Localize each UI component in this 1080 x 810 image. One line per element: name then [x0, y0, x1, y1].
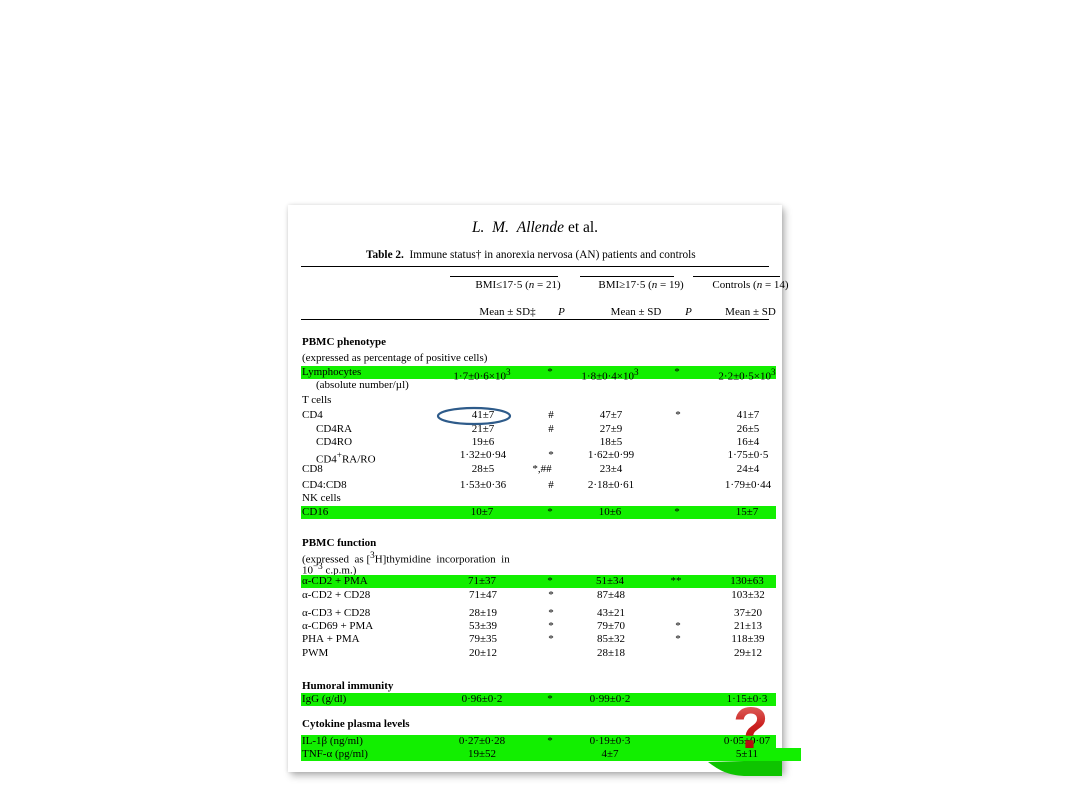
svg-text:?: ?	[733, 696, 768, 761]
